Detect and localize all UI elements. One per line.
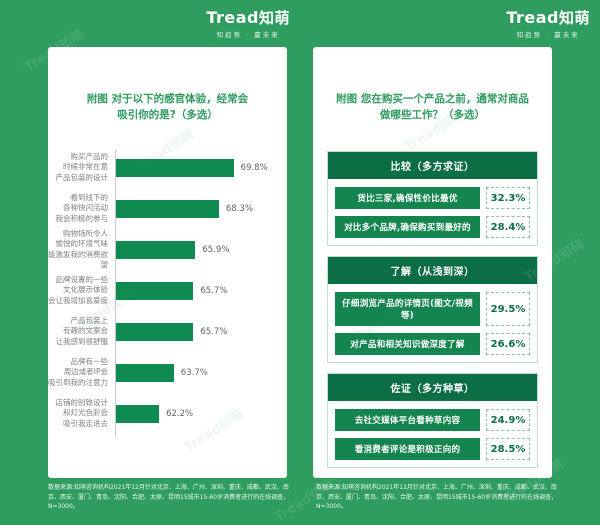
brand-logo: Tread知萌 知趋势 · 赢未来: [506, 9, 590, 39]
item-label: 对产品和相关知识做深度了解: [335, 333, 480, 355]
list-item: 货比三家,确保性价比最优 32.3%: [335, 187, 530, 209]
brand-logo-en: Tread: [506, 8, 559, 27]
y-axis-line: [115, 150, 116, 437]
bar-row: 品牌有一些 周边或者IP会 吸引到我的注意力 63.7%: [48, 352, 287, 393]
bar-row: 品牌设置的一些 文化展示体验 会让我增加喜爱度 65.7%: [48, 270, 287, 311]
horizontal-bar-chart: 购买产品的 时候非常在意 产品包装的设计 69.8% 看到线下的 各种快闪活动 …: [48, 147, 287, 437]
bar-row: 店铺的别致设计 和灯光色彩会 吸引我走进去 62.2%: [48, 393, 287, 434]
section-header: 比较（多方求证）: [328, 152, 537, 179]
left-chart-title-line1: 附图 对于以下的感官体验，经常会: [86, 93, 249, 105]
bar: [116, 240, 196, 259]
bar-value: 65.7%: [200, 326, 228, 337]
list-item: 仔细浏览产品的详情页(图文/视频等) 29.5%: [335, 292, 530, 326]
right-chart-title: 附图 您在购买一个产品之前，通常对商品 做哪些工作？（多选）: [321, 91, 544, 124]
brand-logo-cn: 知萌: [258, 9, 290, 27]
bar-value: 62.2%: [166, 408, 194, 419]
item-label: 去社交媒体平台看种草内容: [335, 409, 480, 431]
list-item: 去社交媒体平台看种草内容 24.9%: [335, 409, 530, 431]
right-chart-title-line2: 做哪些工作？（多选）: [380, 109, 485, 122]
bar: [116, 199, 219, 218]
bar-value: 65.7%: [200, 285, 228, 296]
item-label: 看消费者评论是积极正向的: [335, 438, 480, 460]
bar-label: 看到线下的 各种快闪活动 我会积极的参与: [55, 192, 109, 223]
bar-label: 购物场所令人 愉悦的环境气味 能激发我的消费欲望: [48, 228, 108, 270]
bar: [116, 322, 194, 341]
brand-logo-en: Tread: [206, 8, 259, 27]
panel-right: Tread知萌 知趋势 · 赢未来 附图 您在购买一个产品之前，通常对商品 做哪…: [300, 0, 600, 522]
brand-tagline: 知趋势 · 赢未来: [216, 30, 280, 39]
item-percentage: 24.9%: [486, 409, 530, 431]
item-percentage: 29.5%: [486, 292, 530, 326]
left-chart-title-line2: 吸引你的是?（多选）: [117, 109, 218, 122]
bar-row: 产品包装上 有趣的文案会 让我感到很舒服 65.7%: [48, 311, 287, 352]
bar: [116, 363, 174, 382]
list-item: 看消费者评论是积极正向的 28.5%: [335, 438, 530, 460]
brand-logo: Tread知萌 知趋势 · 赢未来: [206, 9, 290, 39]
item-percentage: 28.4%: [486, 216, 530, 238]
list-item: 对比多个品牌,确保购买到最好的 28.4%: [335, 216, 530, 238]
panel-left: Tread知萌 知趋势 · 赢未来 附图 对于以下的感官体验，经常会 吸引你的是…: [0, 0, 300, 522]
bar-row: 看到线下的 各种快闪活动 我会积极的参与 68.3%: [48, 188, 287, 229]
brand-logo-text: Tread知萌: [506, 9, 590, 27]
bar: [116, 404, 160, 423]
brand-logo-text: Tread知萌: [206, 9, 290, 27]
bar-row: 购物场所令人 愉悦的环境气味 能激发我的消费欲望 65.9%: [48, 229, 287, 270]
left-chart-title: 附图 对于以下的感官体验，经常会 吸引你的是?（多选）: [56, 91, 279, 124]
item-label: 对比多个品牌,确保购买到最好的: [335, 216, 480, 238]
bar-value: 69.8%: [240, 162, 268, 173]
brand-logo-cn: 知萌: [558, 9, 590, 27]
bar-value: 63.7%: [180, 367, 208, 378]
bar: [116, 281, 194, 300]
bar-label: 产品包装上 有趣的文案会 让我感到很舒服: [55, 315, 109, 346]
item-percentage: 26.6%: [486, 333, 530, 355]
item-label: 仔细浏览产品的详情页(图文/视频等): [335, 292, 480, 326]
bar-label: 购买产品的 时候非常在意 产品包装的设计: [55, 151, 109, 182]
section-verify: 佐证（多方种草） 去社交媒体平台看种草内容 24.9% 看消费者评论是积极正向的…: [327, 373, 538, 468]
bar: [116, 158, 234, 177]
list-item: 对产品和相关知识做深度了解 26.6%: [335, 333, 530, 355]
brand-tagline: 知趋势 · 赢未来: [516, 30, 580, 39]
bar-label: 品牌有一些 周边或者IP会 吸引到我的注意力: [48, 356, 108, 387]
section-header: 了解（从浅到深）: [328, 257, 537, 284]
item-label: 货比三家,确保性价比最优: [335, 187, 480, 209]
section-compare: 比较（多方求证） 货比三家,确保性价比最优 32.3% 对比多个品牌,确保购买到…: [327, 151, 538, 246]
card-sensory-experience: 附图 对于以下的感官体验，经常会 吸引你的是?（多选） 购买产品的 时候非常在意…: [48, 47, 287, 478]
bar-label: 店铺的别致设计 和灯光色彩会 吸引我走进去: [55, 397, 109, 428]
right-chart-title-line1: 附图 您在购买一个产品之前，通常对商品: [336, 93, 529, 105]
bar-value: 68.3%: [225, 203, 253, 214]
bar-value: 65.9%: [202, 244, 230, 255]
item-percentage: 32.3%: [486, 187, 530, 209]
data-source-note: 数据来源:知萌咨询机构2021年12月针对北京、上海、广州、深圳、重庆、成都、武…: [48, 484, 290, 511]
data-source-note: 数据来源:知萌咨询机构2021年12月针对北京、上海、广州、深圳、重庆、成都、武…: [316, 484, 558, 511]
section-understand: 了解（从浅到深） 仔细浏览产品的详情页(图文/视频等) 29.5% 对产品和相关…: [327, 256, 538, 363]
item-percentage: 28.5%: [486, 438, 530, 460]
action-sections: 比较（多方求证） 货比三家,确保性价比最优 32.3% 对比多个品牌,确保购买到…: [327, 151, 538, 478]
card-pre-purchase-actions: 附图 您在购买一个产品之前，通常对商品 做哪些工作？（多选） 比较（多方求证） …: [313, 47, 552, 478]
bar-row: 购买产品的 时候非常在意 产品包装的设计 69.8%: [48, 147, 287, 188]
section-header: 佐证（多方种草）: [328, 374, 537, 401]
bar-label: 品牌设置的一些 文化展示体验 会让我增加喜爱度: [48, 274, 108, 305]
